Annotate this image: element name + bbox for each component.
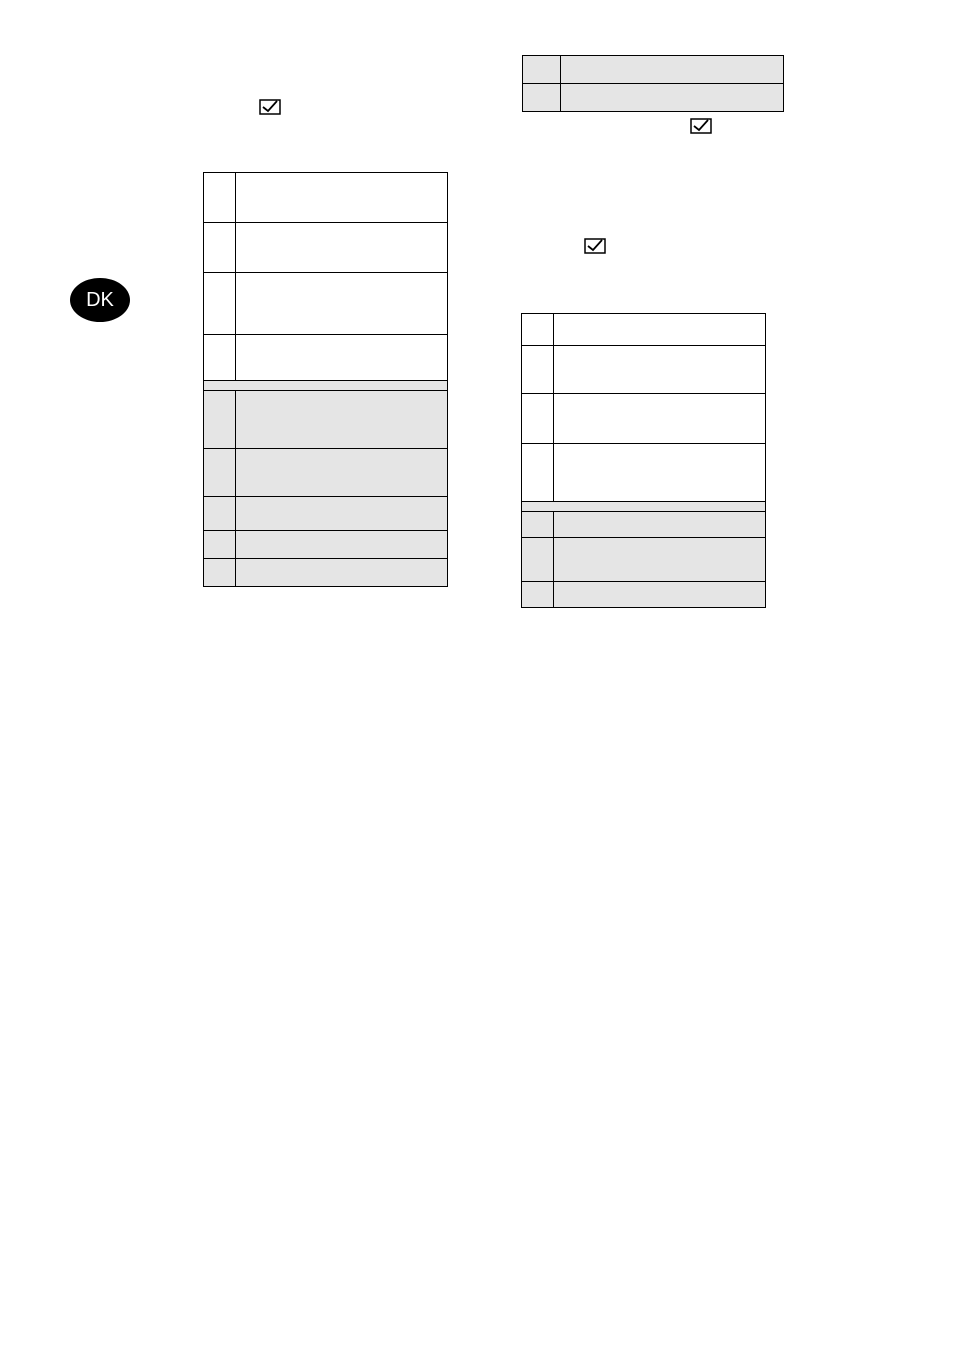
cell-text [554,538,766,582]
table-row [204,173,448,223]
left-table-body [204,173,448,587]
cell-text [554,444,766,502]
table-row [522,582,766,608]
cell-num [522,314,554,346]
language-badge-dk: DK [70,278,130,322]
cell-text [236,531,448,559]
table-row [204,449,448,497]
cell-num [522,582,554,608]
cell-text [236,223,448,273]
table-row [522,314,766,346]
cell-text [561,84,784,112]
cell-num [204,173,236,223]
cell-num [522,346,554,394]
cell-text [236,559,448,587]
cell-text [236,449,448,497]
cell-text [561,56,784,84]
function-table-right [521,313,766,608]
accessory-timer-table [522,55,784,112]
function-table-left [203,172,448,587]
cell-num [522,512,554,538]
table-row [204,273,448,335]
table-row [522,444,766,502]
table-row [522,346,766,394]
cell-num [204,223,236,273]
table-row [523,56,784,84]
cell-text [236,497,448,531]
cell-text [554,582,766,608]
cell-text [554,394,766,444]
cell-num [523,84,561,112]
cell-num [522,394,554,444]
cell-text [554,314,766,346]
table-row [204,559,448,587]
table-row [522,538,766,582]
cell-num [204,449,236,497]
cell-text [236,391,448,449]
cell-text [236,273,448,335]
cell-text [554,512,766,538]
cell-num [204,335,236,381]
table-row [204,335,448,381]
separator-row [522,502,766,512]
cell-num [204,273,236,335]
right-table-body [522,314,766,608]
cell-text [554,346,766,394]
table-row [522,502,766,512]
table-row [522,512,766,538]
checkbox-checked-icon [259,99,281,115]
checkbox-checked-icon [584,238,606,254]
table-row [204,223,448,273]
cell-text [236,173,448,223]
table-row [204,531,448,559]
cell-num [522,444,554,502]
cell-num [204,497,236,531]
table-row [204,391,448,449]
checkbox-checked-icon [690,118,712,134]
cell-text [236,335,448,381]
cell-num [522,538,554,582]
table-row [523,84,784,112]
cell-num [204,559,236,587]
table-row [522,394,766,444]
cell-num [204,391,236,449]
cell-num [204,531,236,559]
cell-num [523,56,561,84]
table-row [204,381,448,391]
table-row [204,497,448,531]
separator-row [204,381,448,391]
